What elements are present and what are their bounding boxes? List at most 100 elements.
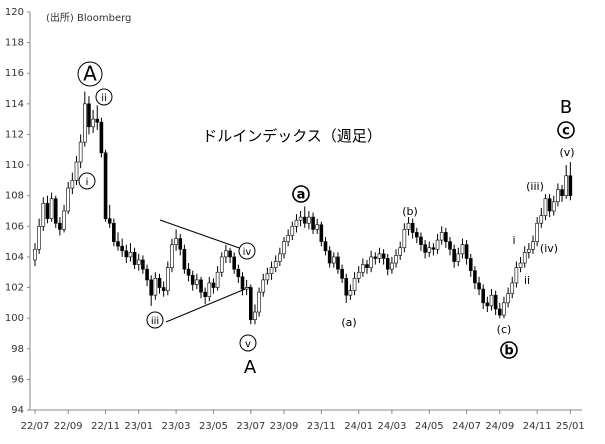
candle-body bbox=[45, 203, 50, 219]
candle-body bbox=[298, 216, 303, 221]
annotation: (v) bbox=[559, 146, 574, 159]
candle-body bbox=[95, 118, 100, 123]
candle-body bbox=[502, 302, 506, 316]
annotation-circle bbox=[557, 121, 575, 139]
source: (出所) Bloomberg bbox=[46, 11, 131, 24]
candle-body bbox=[153, 278, 158, 296]
candle-body bbox=[249, 287, 253, 320]
x-tick-label: 24/05 bbox=[415, 421, 444, 432]
candle-body bbox=[244, 287, 249, 290]
candle-body bbox=[199, 279, 203, 293]
candle-body bbox=[323, 241, 328, 252]
annotation: iv bbox=[243, 247, 252, 258]
candle-body bbox=[419, 236, 423, 245]
x-tick-label: 24/11 bbox=[523, 421, 552, 432]
annotation: (c) bbox=[497, 323, 512, 336]
candle-body bbox=[78, 141, 83, 163]
candle-body bbox=[423, 244, 427, 253]
candle-body bbox=[464, 244, 469, 259]
triangle-upper-line bbox=[159, 219, 246, 251]
candle-body bbox=[128, 252, 133, 258]
y-tick-label: 94 bbox=[11, 405, 24, 416]
candle-body bbox=[365, 264, 369, 268]
candle-body bbox=[493, 294, 498, 310]
candle-body bbox=[331, 256, 336, 264]
candle-body bbox=[435, 239, 440, 250]
candle-body bbox=[261, 279, 266, 293]
candle-body bbox=[381, 253, 386, 259]
candle-body bbox=[564, 175, 569, 196]
candle-body bbox=[402, 229, 407, 249]
candle-body bbox=[352, 278, 357, 291]
candle-body bbox=[182, 248, 187, 270]
y-tick-label: 102 bbox=[5, 283, 24, 294]
candle-body bbox=[456, 253, 461, 262]
candle-body bbox=[166, 267, 170, 291]
candle-body bbox=[344, 278, 349, 296]
candle-body bbox=[195, 279, 199, 285]
candle-body bbox=[107, 218, 112, 224]
candle-body bbox=[527, 248, 531, 253]
x-tick-label: 24/03 bbox=[377, 421, 406, 432]
x-tick-label: 25/01 bbox=[556, 421, 585, 432]
annotation-circle bbox=[95, 88, 113, 106]
candle-body bbox=[74, 161, 79, 181]
triangle-lower-line bbox=[165, 286, 251, 323]
candle-body bbox=[477, 282, 481, 290]
annotation: A bbox=[244, 357, 257, 378]
x-tick-label: 23/07 bbox=[236, 421, 265, 432]
candle-body bbox=[460, 244, 465, 255]
y-tick-label: 96 bbox=[11, 374, 24, 385]
candle-body bbox=[174, 238, 178, 245]
candle-body bbox=[361, 264, 365, 273]
annotation: i bbox=[86, 177, 89, 188]
y-tick-label: 120 bbox=[5, 7, 24, 18]
candle-body bbox=[273, 261, 278, 268]
candle-body bbox=[215, 271, 220, 288]
candle-body bbox=[377, 253, 382, 259]
annotation-circle bbox=[146, 311, 164, 329]
candle-body bbox=[452, 248, 456, 262]
candle-body bbox=[257, 291, 261, 313]
candle-body bbox=[315, 224, 320, 230]
candle-body bbox=[319, 224, 324, 242]
candle-body bbox=[224, 250, 228, 258]
candle-body bbox=[232, 256, 236, 270]
candle-body bbox=[136, 259, 141, 265]
candle-body bbox=[294, 219, 299, 227]
annotation: a bbox=[297, 188, 306, 203]
candle-body bbox=[439, 232, 444, 241]
annotation-circle bbox=[500, 341, 518, 359]
y-tick-label: 110 bbox=[5, 160, 24, 171]
candle-body bbox=[203, 291, 207, 298]
y-tick-label: 98 bbox=[11, 344, 24, 355]
candle-body bbox=[190, 274, 195, 285]
candle-body bbox=[269, 267, 274, 275]
x-tick-label: 24/09 bbox=[485, 421, 514, 432]
candle-body bbox=[390, 262, 394, 270]
y-tick-label: 106 bbox=[5, 221, 24, 232]
annotation-circle bbox=[77, 61, 103, 87]
candle-body bbox=[58, 222, 62, 230]
candle-body bbox=[348, 290, 353, 296]
candle-body bbox=[518, 262, 523, 268]
candle-body bbox=[253, 311, 257, 320]
candle-body bbox=[178, 238, 183, 250]
candle-body bbox=[211, 282, 216, 288]
annotation: ii bbox=[524, 274, 530, 287]
candle-body bbox=[444, 232, 448, 242]
y-tick-label: 114 bbox=[5, 99, 24, 110]
candle-body bbox=[91, 118, 95, 128]
candle-body bbox=[568, 175, 573, 196]
candle-body bbox=[240, 276, 245, 290]
candle-body bbox=[37, 226, 41, 250]
candle-body bbox=[53, 198, 58, 224]
candle-body bbox=[33, 248, 37, 261]
candle-body bbox=[369, 256, 373, 268]
candle-body bbox=[83, 103, 87, 143]
candle-body bbox=[531, 241, 535, 250]
y-tick-label: 116 bbox=[5, 68, 24, 79]
candle-body bbox=[149, 279, 153, 296]
candle-body bbox=[87, 103, 91, 128]
annotation-circle bbox=[239, 334, 257, 352]
